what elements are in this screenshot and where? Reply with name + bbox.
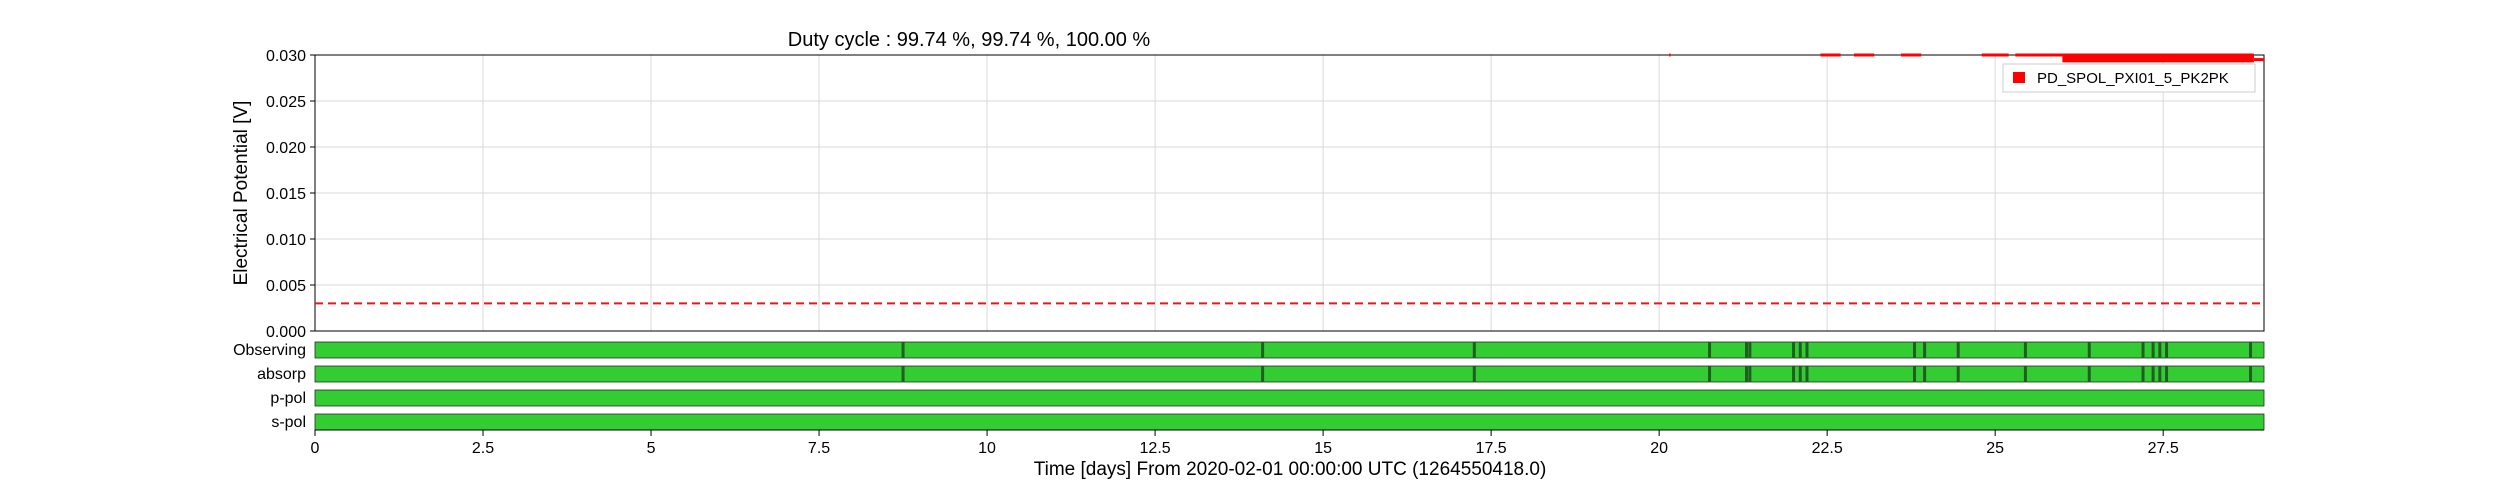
x-tick-label: 15	[1314, 440, 1332, 457]
state-bar-s-pol	[314, 413, 2265, 431]
series-band	[2062, 55, 2254, 63]
legend-label: PD_SPOL_PXI01_5_PK2PK	[2037, 70, 2229, 87]
state-gap	[1792, 366, 1796, 382]
state-gap	[1798, 342, 1802, 358]
state-gap	[1923, 366, 1927, 382]
state-gap	[1913, 342, 1917, 358]
state-gap	[1472, 366, 1476, 382]
x-tick-label: 0	[311, 440, 320, 457]
x-tick-label: 20	[1650, 440, 1668, 457]
y-tick-label: 0.020	[266, 140, 306, 157]
state-gap	[1261, 342, 1265, 358]
x-ticks: 0 2.5 5 7.5 10 12.5 15 17.5 20 22.5 25 27.5	[311, 429, 2264, 457]
state-bar-absorp	[314, 365, 2265, 383]
state-gap	[1805, 342, 1809, 358]
y-tick-label: 0.000	[266, 324, 306, 341]
state-label: Observing	[233, 342, 306, 359]
state-gap	[2249, 342, 2253, 358]
state-gap	[2087, 342, 2091, 358]
state-gap	[1792, 342, 1796, 358]
state-bars: Observing absorp p-pol s-pol	[233, 341, 2265, 431]
state-gap	[1748, 342, 1752, 358]
y-tick-label: 0.005	[266, 278, 306, 295]
state-label: absorp	[257, 366, 306, 383]
state-gap	[2151, 342, 2155, 358]
state-gap	[2151, 366, 2155, 382]
state-gap	[2141, 342, 2145, 358]
x-tick-label: 17.5	[1476, 440, 1507, 457]
state-gap	[1708, 342, 1712, 358]
x-tick-label: 25	[1986, 440, 2004, 457]
series-layer	[1669, 53, 2264, 63]
state-gap	[2165, 342, 2169, 358]
x-tick-label: 22.5	[1812, 440, 1843, 457]
state-gap	[2023, 366, 2027, 382]
state-gap	[1913, 366, 1917, 382]
state-gap	[2023, 342, 2027, 358]
x-tick-label: 12.5	[1140, 440, 1171, 457]
state-gap	[2158, 366, 2162, 382]
state-gap	[2165, 366, 2169, 382]
chart-title: Duty cycle : 99.74 %, 99.74 %, 100.00 %	[788, 29, 1151, 51]
state-gap	[1923, 342, 1927, 358]
y-tick-label: 0.010	[266, 232, 306, 249]
state-gap	[1261, 366, 1265, 382]
grid-layer	[314, 54, 2264, 332]
state-gap	[1708, 366, 1712, 382]
state-label: s-pol	[271, 414, 306, 431]
state-bar-p-pol	[314, 389, 2265, 407]
y-tick-label: 0.030	[266, 48, 306, 65]
x-axis-label: Time [days] From 2020-02-01 00:00:00 UTC…	[1034, 459, 1547, 480]
state-gap	[1745, 366, 1749, 382]
y-ticks: 0.000 0.005 0.010 0.015 0.020 0.025 0.030	[266, 48, 315, 341]
x-tick-label: 2.5	[472, 440, 494, 457]
state-gap	[1748, 366, 1752, 382]
state-gap	[901, 342, 905, 358]
legend-box	[2002, 63, 2256, 93]
x-tick-label: 7.5	[808, 440, 830, 457]
y-tick-label: 0.025	[266, 94, 306, 111]
legend-swatch	[2013, 72, 2025, 83]
x-tick-label: 27.5	[2148, 440, 2179, 457]
state-gap	[901, 366, 905, 382]
state-gap	[2141, 366, 2145, 382]
state-gap	[1745, 342, 1749, 358]
x-tick-label: 5	[647, 440, 656, 457]
state-gap	[1472, 342, 1476, 358]
legend[interactable]: PD_SPOL_PXI01_5_PK2PK	[2002, 63, 2256, 93]
state-gap	[2158, 342, 2162, 358]
y-tick-label: 0.015	[266, 186, 306, 203]
y-axis-label: Electrical Potential [V]	[231, 101, 252, 286]
state-gap	[2249, 366, 2253, 382]
state-gap	[1956, 342, 1960, 358]
state-gap	[1956, 366, 1960, 382]
state-gap	[1805, 366, 1809, 382]
state-bar-observing	[314, 341, 2265, 359]
x-tick-label: 10	[978, 440, 996, 457]
state-gap	[2087, 366, 2091, 382]
state-label: p-pol	[270, 390, 306, 407]
state-gap	[1798, 366, 1802, 382]
